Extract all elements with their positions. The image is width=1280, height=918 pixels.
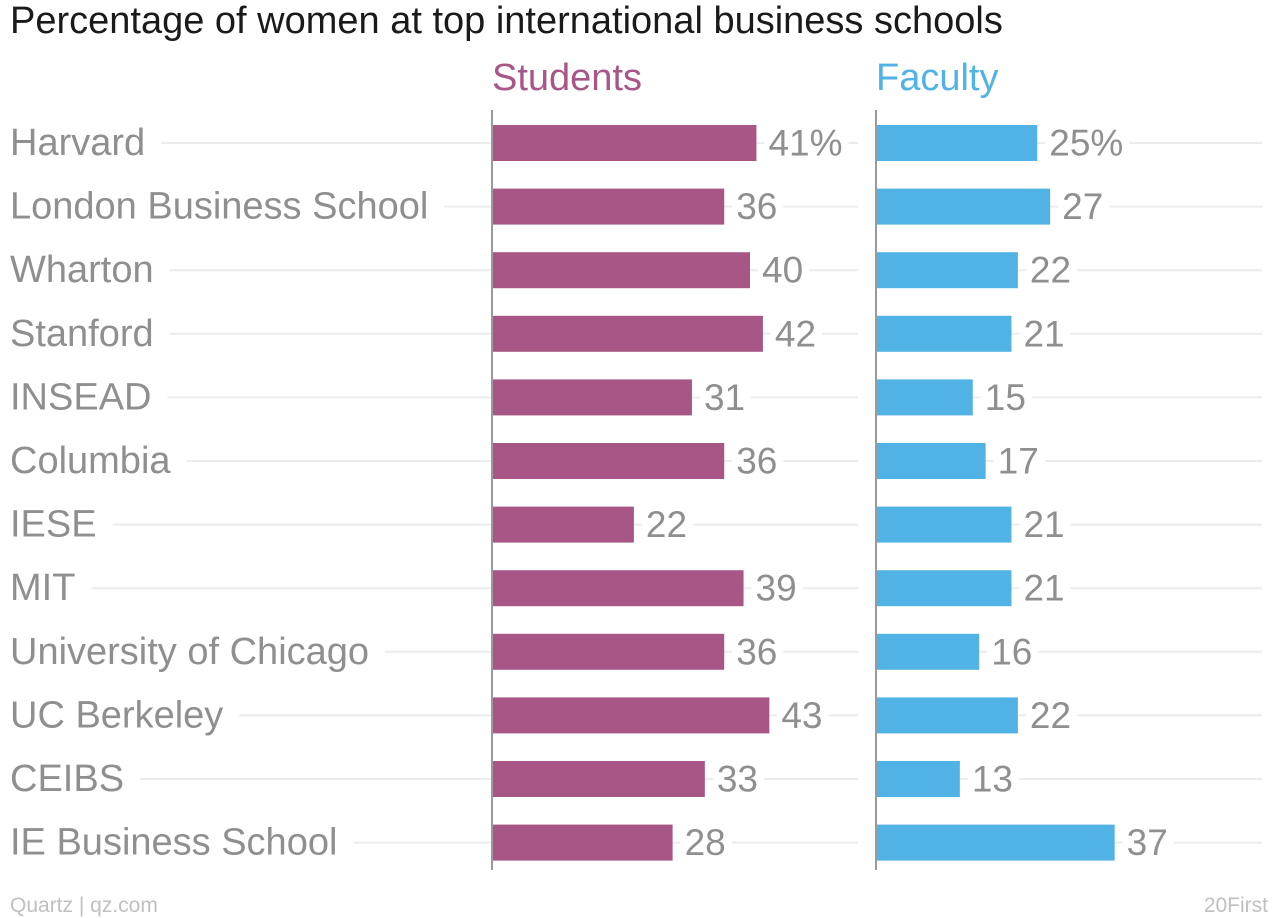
bar-students [492, 188, 725, 225]
data-label-faculty: 25% [1049, 123, 1123, 164]
data-label-faculty: 22 [1030, 695, 1071, 736]
bar-faculty [876, 379, 973, 416]
label-backdrop [993, 457, 1045, 465]
label-backdrop [758, 266, 810, 275]
data-label-students: 36 [736, 186, 777, 227]
bar-students [492, 315, 763, 352]
label-backdrop [764, 139, 849, 147]
label-backdrop [732, 647, 784, 656]
bar-students [492, 443, 725, 479]
label-backdrop [980, 393, 1032, 402]
bar-faculty [876, 633, 980, 670]
label-backdrop [732, 202, 784, 211]
category-label: University of Chicago [10, 631, 369, 673]
bar-faculty [876, 315, 1012, 352]
label-backdrop [680, 838, 732, 847]
bar-students [492, 761, 705, 797]
category-label: CEIBS [10, 758, 124, 800]
category-label: INSEAD [10, 376, 151, 418]
footer-source: Quartz | qz.com [10, 894, 158, 917]
label-backdrop [1019, 329, 1071, 338]
chart-title: Percentage of women at top international… [10, 0, 1003, 42]
label-backdrop [641, 520, 694, 529]
label-backdrop [751, 584, 803, 593]
label-backdrop [770, 329, 823, 338]
data-label-students: 39 [756, 568, 797, 609]
label-backdrop [1045, 139, 1130, 147]
bar-students [492, 824, 673, 861]
category-label: Harvard [10, 122, 145, 164]
category-label: Stanford [10, 313, 154, 355]
data-label-faculty: 17 [998, 441, 1039, 482]
bar-faculty [876, 506, 1012, 543]
data-label-students: 42 [775, 313, 816, 354]
data-label-students: 33 [717, 759, 758, 800]
label-backdrop [732, 457, 784, 465]
data-label-faculty: 21 [1023, 313, 1064, 354]
legend-students: Students [492, 57, 642, 99]
label-backdrop [1058, 202, 1110, 211]
label-backdrop [987, 647, 1039, 656]
label-backdrop [967, 775, 1020, 783]
bar-students [492, 506, 634, 543]
data-label-students: 36 [736, 441, 777, 482]
bar-students [492, 633, 725, 670]
category-label: Columbia [10, 440, 171, 482]
bar-students [492, 125, 757, 161]
category-label: UC Berkeley [10, 694, 223, 736]
data-label-students: 41% [768, 123, 842, 164]
footer-credit: 20First [1203, 894, 1268, 917]
data-label-faculty: 13 [972, 759, 1013, 800]
category-label: MIT [10, 567, 75, 609]
bar-faculty [876, 697, 1018, 734]
data-label-students: 28 [685, 822, 726, 863]
data-label-students: 40 [762, 250, 803, 291]
data-label-faculty: 21 [1023, 504, 1064, 545]
label-backdrop [699, 393, 752, 402]
label-backdrop [1019, 584, 1071, 593]
bar-faculty [876, 252, 1018, 289]
label-backdrop [1025, 711, 1078, 720]
data-label-faculty: 21 [1023, 568, 1064, 609]
bar-students [492, 697, 770, 734]
data-label-faculty: 22 [1030, 250, 1071, 291]
bar-faculty [876, 443, 986, 479]
category-label: Wharton [10, 249, 154, 291]
label-backdrop [1025, 266, 1078, 275]
data-label-students: 43 [781, 695, 822, 736]
data-label-students: 31 [704, 377, 745, 418]
legend-faculty: Faculty [876, 57, 998, 99]
data-label-faculty: 16 [991, 631, 1032, 672]
category-label: IE Business School [10, 822, 337, 864]
category-label: IESE [10, 504, 97, 546]
label-backdrop [777, 711, 829, 720]
data-label-faculty: 37 [1127, 822, 1168, 863]
label-backdrop [712, 775, 765, 783]
data-label-faculty: 27 [1062, 186, 1103, 227]
bar-students [492, 252, 750, 289]
bar-students [492, 570, 744, 607]
data-label-students: 22 [646, 504, 687, 545]
label-backdrop [1122, 838, 1174, 847]
bar-faculty [876, 761, 960, 797]
category-label: London Business School [10, 186, 428, 228]
bar-faculty [876, 570, 1012, 607]
gridlines [91, 142, 1262, 844]
data-label-students: 36 [736, 631, 777, 672]
data-label-faculty: 15 [985, 377, 1026, 418]
bar-faculty [876, 824, 1115, 861]
bar-faculty [876, 125, 1038, 161]
bar-faculty [876, 188, 1051, 225]
bar-students [492, 379, 692, 416]
label-backdrop [1019, 520, 1071, 529]
